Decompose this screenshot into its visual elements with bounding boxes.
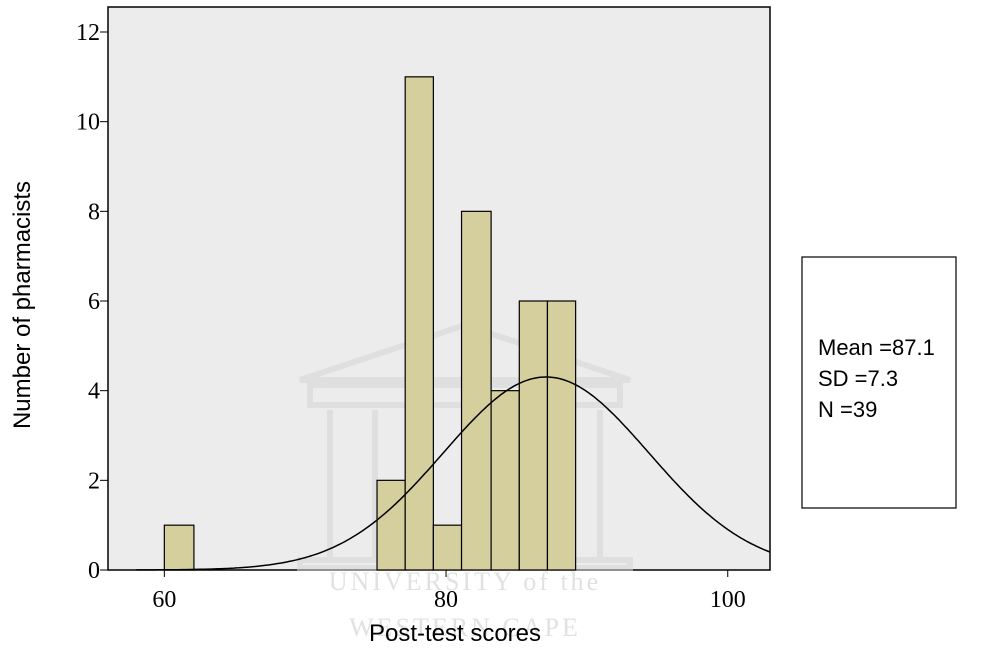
stats-box-frame: [801, 256, 957, 509]
histogram-bar-5: [460, 210, 492, 571]
x-tick-label-60: 60: [152, 587, 176, 613]
stats-n: N =39: [818, 397, 877, 422]
watermark-line-1: UNIVERSITY of the: [329, 567, 601, 596]
histogram-bars: [163, 76, 577, 571]
stats-sd: SD =7.3: [818, 366, 898, 391]
y-axis-title: Number of pharmacists: [9, 181, 36, 429]
stats-box: Mean =87.1 SD =7.3 N =39: [801, 256, 957, 509]
histogram-bar-2: [376, 479, 406, 571]
y-tick-label-6: 6: [88, 289, 100, 315]
y-tick-label-0: 0: [88, 558, 100, 584]
histogram-bar-1: [163, 524, 195, 571]
histogram-bar-7: [518, 300, 549, 571]
histogram-bar-6: [490, 390, 520, 571]
y-tick-label-8: 8: [88, 199, 100, 225]
histogram-bar-3: [404, 76, 434, 571]
x-axis: 60 80 100: [152, 570, 746, 613]
plot-area: [107, 6, 771, 571]
normal-curve: [136, 376, 771, 571]
histogram-bar-8: [546, 300, 577, 571]
watermark-line-2: WESTERN CAPE: [349, 613, 581, 642]
y-tick-label-4: 4: [88, 379, 100, 405]
y-tick-label-10: 10: [76, 110, 100, 136]
histogram-bar-4: [432, 524, 463, 571]
y-tick-label-2: 2: [88, 468, 100, 494]
x-axis-title: Post-test scores: [369, 620, 541, 647]
x-tick-label-100: 100: [710, 587, 746, 613]
y-tick-label-12: 12: [76, 20, 100, 46]
stats-mean: Mean =87.1: [818, 335, 935, 360]
x-tick-label-80: 80: [434, 587, 458, 613]
y-axis: 0 2 4 6 8 10 12: [76, 20, 108, 584]
